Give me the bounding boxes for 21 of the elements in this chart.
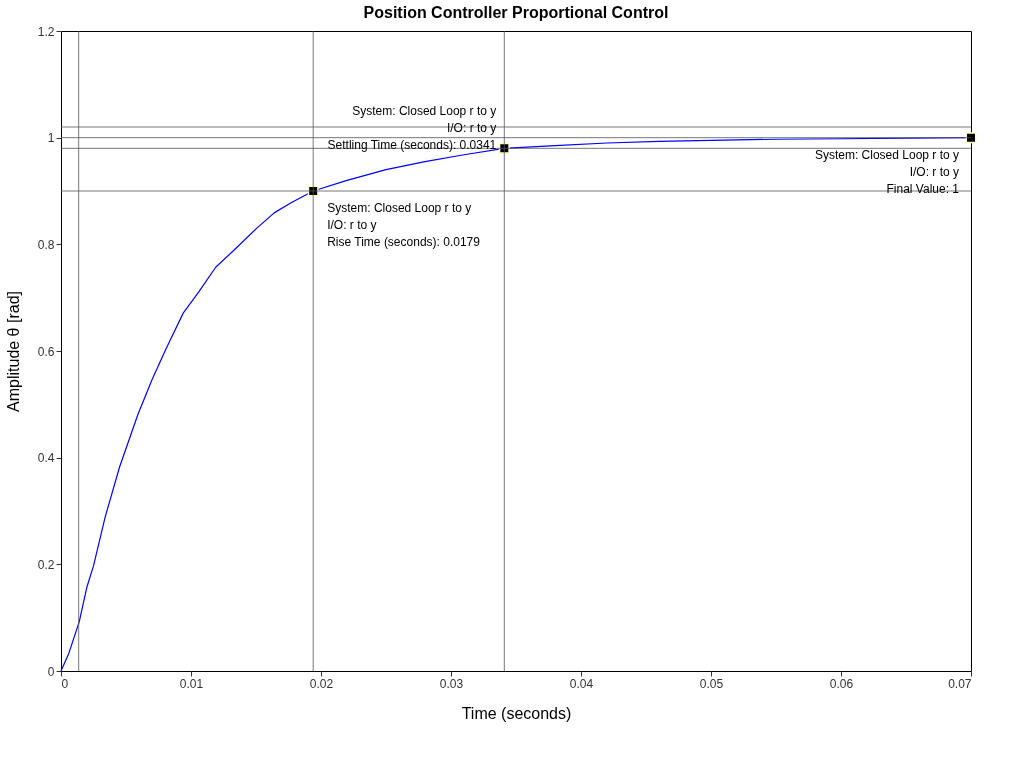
x-tick-label: 0.01: [179, 676, 204, 691]
annotation: System: Closed Loop r to y I/O: r to y Rise Time (seconds): 0.0179: [327, 201, 481, 249]
y-tick-label: 1.2: [37, 24, 55, 39]
x-tick-label: 0: [61, 676, 69, 691]
y-tick-label: 0.6: [37, 344, 55, 359]
y-axis-title: Amplitude θ [rad]: [4, 291, 22, 412]
y-tick-label: 0.2: [37, 557, 55, 572]
y-tick-label: 1: [47, 131, 55, 146]
annotation: System: Closed Loop r to y I/O: r to y Final Value: 1: [814, 147, 960, 196]
y-tick-label: 0: [47, 664, 55, 679]
x-tick-label: 0.06: [829, 676, 854, 691]
x-axis-title: Time (seconds): [461, 704, 572, 722]
annotation: System: Closed Loop r to y I/O: r to y Settling Time (seconds): 0.0341: [327, 104, 497, 153]
x-tick-label: 0.02: [309, 676, 334, 691]
x-tick-label: 0.04: [569, 676, 594, 691]
x-tick-label: 0.07: [948, 676, 972, 691]
x-tick-label: 0.03: [439, 676, 464, 691]
y-tick-label: 0.8: [37, 237, 55, 252]
x-tick-label: 0.05: [699, 676, 724, 691]
chart-title: Position Controller Proportional Control: [363, 4, 669, 21]
y-tick-label: 0.4: [37, 451, 55, 466]
